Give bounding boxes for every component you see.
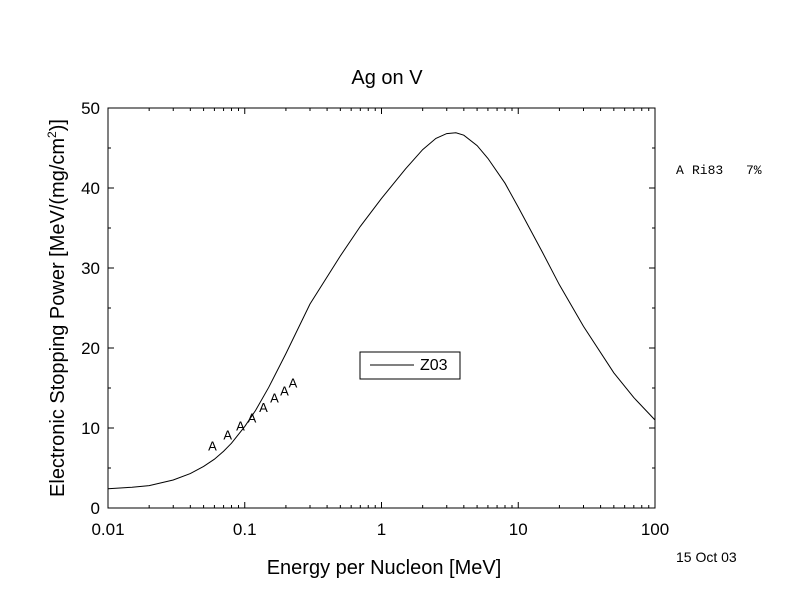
y-tick-label: 0 bbox=[91, 499, 100, 518]
y-tick-label: 20 bbox=[81, 339, 100, 358]
series-line-z03 bbox=[107, 132, 656, 490]
data-point-marker: A bbox=[289, 375, 298, 390]
y-axis-label-main: Electronic Stopping Power [MeV/(mg/cm bbox=[47, 138, 69, 497]
y-axis-label: Electronic Stopping Power [MeV/(mg/cm2)] bbox=[45, 119, 69, 497]
y-axis-tick-labels: 0 10 20 30 40 50 bbox=[81, 99, 100, 518]
data-point-marker: A bbox=[280, 383, 289, 398]
x-tick-label: 100 bbox=[641, 520, 669, 539]
data-point-marker: A bbox=[270, 391, 279, 406]
x-axis-ticks bbox=[107, 108, 656, 508]
data-point-marker: A bbox=[248, 411, 257, 426]
date-stamp: 15 Oct 03 bbox=[676, 549, 737, 565]
data-point-marker: A bbox=[223, 427, 232, 442]
y-axis-label-close: )] bbox=[47, 119, 69, 131]
reference-marker: A bbox=[676, 163, 684, 178]
y-tick-label: 40 bbox=[81, 179, 100, 198]
legend: Z03 bbox=[359, 351, 461, 380]
data-point-marker: A bbox=[259, 400, 268, 415]
x-tick-label: 10 bbox=[509, 520, 528, 539]
y-tick-label: 50 bbox=[81, 99, 100, 118]
reference-uncertainty: 7% bbox=[746, 163, 762, 178]
data-point-marker: A bbox=[236, 419, 245, 434]
reference-label: Ri83 bbox=[692, 163, 723, 178]
x-axis-label: Energy per Nucleon [MeV] bbox=[267, 557, 502, 579]
x-tick-label: 1 bbox=[377, 520, 386, 539]
legend-label-z03: Z03 bbox=[420, 357, 448, 374]
y-axis-label-superscript: 2 bbox=[45, 131, 59, 138]
x-tick-label: 0.01 bbox=[91, 520, 124, 539]
x-axis-tick-labels: 0.01 0.1 1 10 100 bbox=[91, 520, 669, 539]
y-tick-label: 10 bbox=[81, 419, 100, 438]
chart-title: Ag on V bbox=[351, 67, 423, 89]
reference-note: A Ri83 7% bbox=[676, 163, 762, 178]
x-tick-label: 0.1 bbox=[233, 520, 257, 539]
data-point-marker: A bbox=[208, 439, 217, 454]
y-axis-ticks bbox=[108, 107, 655, 509]
y-tick-label: 30 bbox=[81, 259, 100, 278]
